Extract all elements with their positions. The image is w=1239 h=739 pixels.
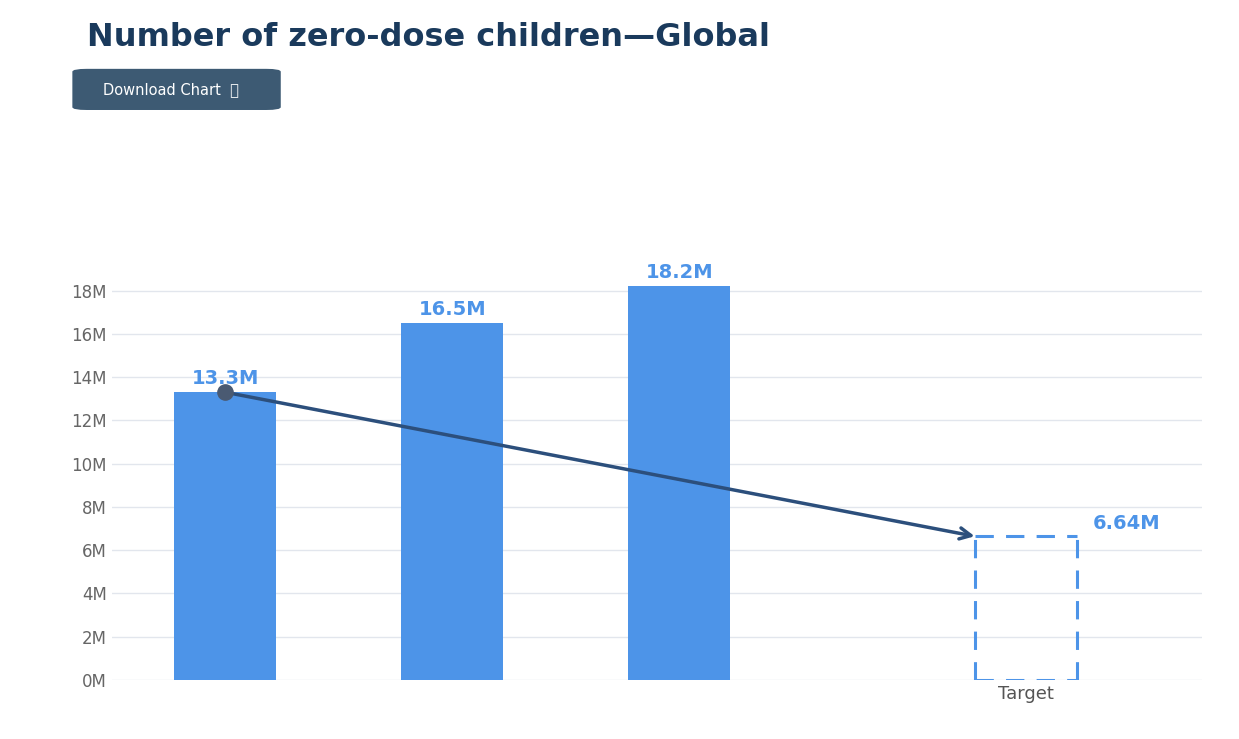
Text: 16.5M: 16.5M: [419, 300, 486, 319]
Bar: [173, 392, 276, 680]
Text: Number of zero-dose children—Global: Number of zero-dose children—Global: [87, 22, 769, 53]
Text: 6.64M: 6.64M: [1093, 514, 1161, 533]
Text: 18.2M: 18.2M: [646, 263, 714, 282]
Text: 13.3M: 13.3M: [191, 369, 259, 388]
Bar: [628, 286, 731, 680]
FancyBboxPatch shape: [72, 69, 281, 110]
Bar: [401, 323, 503, 680]
Text: Download Chart  ⤓: Download Chart ⤓: [103, 82, 239, 97]
